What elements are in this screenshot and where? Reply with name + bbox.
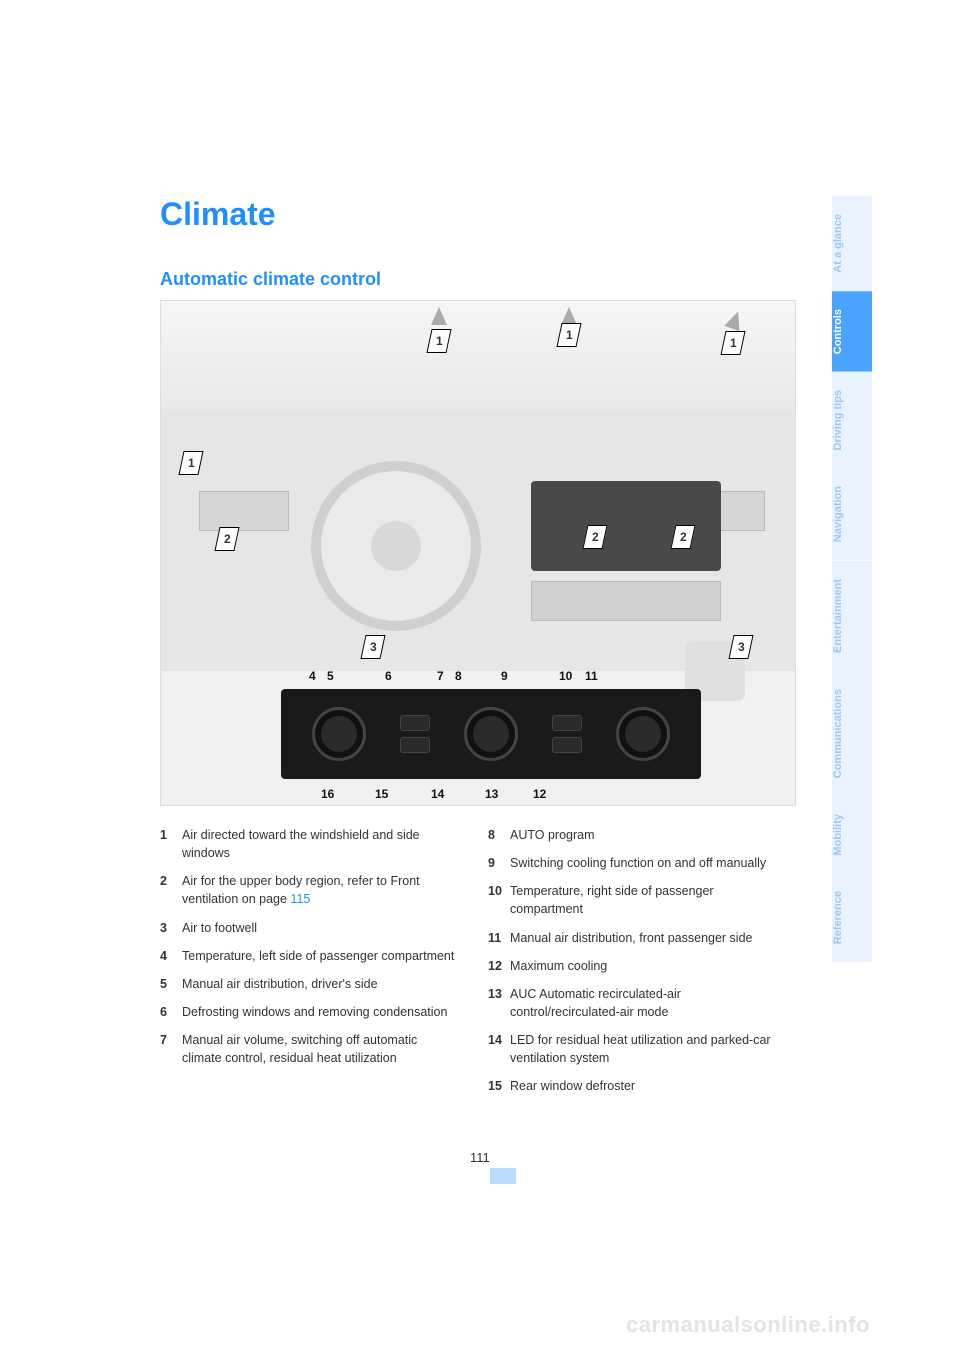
section-subtitle: Automatic climate control (160, 269, 810, 290)
vent-left (199, 491, 289, 531)
arrow-icon (431, 307, 447, 325)
legend-item: 11Manual air distribution, front passeng… (488, 929, 788, 947)
legend-left-column: 1Air directed toward the windshield and … (160, 826, 460, 1105)
legend-item: 3Air to footwell (160, 919, 460, 937)
legend-item: 6Defrosting windows and removing condens… (160, 1003, 460, 1021)
panel-label: 4 (309, 669, 316, 683)
side-tab-driving-tips[interactable]: Driving tips (832, 372, 872, 469)
watermark: carmanualsonline.info (626, 1312, 870, 1338)
side-tab-communications[interactable]: Communications (832, 671, 872, 796)
panel-label: 10 (559, 669, 572, 683)
dash-top-shape (161, 301, 795, 411)
legend-right-column: 8AUTO program 9Switching cooling functio… (488, 826, 788, 1105)
panel-label: 12 (533, 787, 546, 801)
panel-label: 14 (431, 787, 444, 801)
panel-label: 15 (375, 787, 388, 801)
panel-label: 11 (585, 669, 598, 683)
panel-label: 5 (327, 669, 334, 683)
panel-buttons (552, 715, 582, 753)
legend-item: 13AUC Automatic recirculated-air control… (488, 985, 788, 1021)
panel-label: 7 (437, 669, 444, 683)
legend-item: 1Air directed toward the windshield and … (160, 826, 460, 862)
radio-unit (531, 581, 721, 621)
page-content: Climate Automatic climate control 1 1 1 … (160, 196, 810, 1105)
legend-item: 12Maximum cooling (488, 957, 788, 975)
panel-label: 16 (321, 787, 334, 801)
side-tab-mobility[interactable]: Mobility (832, 796, 872, 874)
panel-btn (552, 715, 582, 731)
legend-columns: 1Air directed toward the windshield and … (160, 826, 810, 1105)
legend-item: 4Temperature, left side of passenger com… (160, 947, 460, 965)
side-tab-navigation[interactable]: Navigation (832, 468, 872, 560)
panel-label: 6 (385, 669, 392, 683)
panel-label: 9 (501, 669, 508, 683)
legend-item: 14LED for residual heat utilization and … (488, 1031, 788, 1067)
panel-label: 8 (455, 669, 462, 683)
page-number-tab (490, 1168, 516, 1184)
side-tabs: At a glance Controls Driving tips Naviga… (832, 196, 872, 963)
panel-btn (400, 715, 430, 731)
side-tab-entertainment[interactable]: Entertainment (832, 561, 872, 671)
panel-knob (464, 707, 518, 761)
dashboard-figure: 1 1 1 1 2 2 2 3 3 4 5 6 7 8 9 10 11 (160, 300, 796, 806)
panel-label: 13 (485, 787, 498, 801)
panel-btn (552, 737, 582, 753)
panel-buttons (400, 715, 430, 753)
side-tab-reference[interactable]: Reference (832, 873, 872, 962)
panel-knob (616, 707, 670, 761)
side-tab-controls[interactable]: Controls (832, 291, 872, 372)
legend-item: 2Air for the upper body region, refer to… (160, 872, 460, 908)
page-link[interactable]: 115 (290, 892, 310, 906)
legend-item: 9Switching cooling function on and off m… (488, 854, 788, 872)
legend-item: 10Temperature, right side of passenger c… (488, 882, 788, 918)
legend-item: 15Rear window defroster (488, 1077, 788, 1095)
side-tab-at-a-glance[interactable]: At a glance (832, 196, 872, 291)
steering-wheel (311, 461, 481, 631)
legend-item: 7Manual air volume, switching off automa… (160, 1031, 460, 1067)
climate-panel (281, 689, 701, 779)
page-title: Climate (160, 196, 810, 233)
legend-item: 8AUTO program (488, 826, 788, 844)
legend-item: 5Manual air distribution, driver's side (160, 975, 460, 993)
vent-right (715, 491, 765, 531)
page-number: 111 (470, 1150, 490, 1165)
panel-knob (312, 707, 366, 761)
panel-btn (400, 737, 430, 753)
